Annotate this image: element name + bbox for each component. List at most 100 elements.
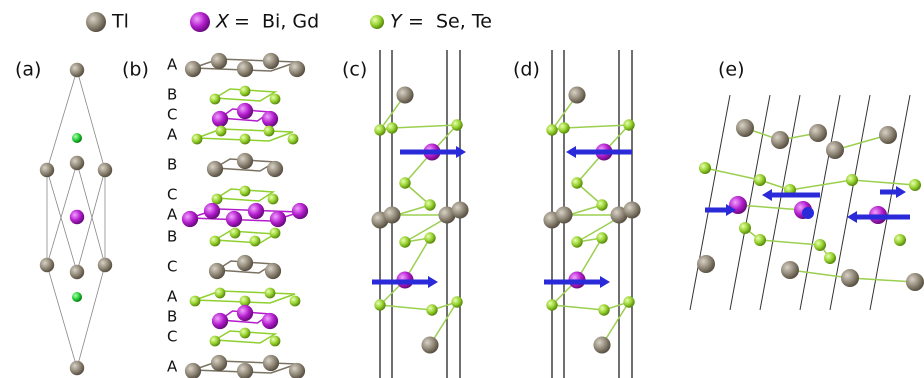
arrow-head: [456, 146, 466, 158]
atom: [70, 265, 84, 279]
atom: [754, 234, 766, 246]
atom: [270, 211, 286, 227]
stacking-label: B: [167, 156, 177, 174]
atom: [212, 194, 223, 205]
atom: [824, 252, 836, 264]
atom: [386, 122, 397, 133]
legend-tl: Tl: [111, 11, 129, 33]
atom: [771, 131, 789, 149]
atom: [374, 299, 385, 310]
atom: [265, 263, 281, 279]
atom: [98, 258, 112, 272]
atom: [558, 122, 569, 133]
atom: [623, 201, 640, 218]
atom: [263, 355, 279, 371]
atom: [190, 296, 201, 307]
atom: [596, 199, 607, 210]
bond: [760, 240, 820, 245]
figure: Tl X = Bi, Gd Y = Se, Te (a)(b)(c)(d)(e)…: [0, 0, 924, 378]
atom: [894, 234, 906, 246]
atom: [185, 61, 201, 77]
atom: [399, 236, 410, 247]
atom: [40, 258, 54, 272]
atom: [267, 161, 283, 177]
legend-y-text: = Se, Te: [408, 11, 492, 33]
atom: [237, 255, 253, 271]
atom: [72, 133, 82, 143]
atom: [250, 236, 261, 247]
atom: [237, 61, 253, 77]
atom: [240, 328, 251, 339]
panel-label: (a): [15, 59, 41, 81]
legend-x-symbol: X: [215, 11, 230, 33]
panel-label: (c): [342, 59, 367, 81]
tl-icon: [86, 12, 106, 32]
stacking-label: B: [167, 308, 177, 326]
atom: [426, 304, 437, 315]
atom: [292, 203, 308, 219]
bond: [790, 180, 852, 190]
stacking-label: C: [167, 186, 177, 204]
stacking-label: A: [167, 126, 178, 144]
atom: [593, 336, 610, 353]
atom: [216, 126, 227, 137]
stacking-label: A: [167, 206, 178, 224]
atom: [211, 53, 227, 69]
atom: [212, 313, 228, 329]
atom: [451, 119, 462, 130]
arrow-head: [566, 146, 576, 158]
stacking-label: A: [167, 288, 178, 306]
arrow-head: [428, 276, 438, 288]
bond: [77, 70, 105, 170]
atom: [598, 304, 609, 315]
y-icon: [370, 15, 384, 29]
atom: [555, 206, 572, 223]
atom: [204, 203, 220, 219]
atom: [72, 292, 82, 302]
atom: [699, 162, 711, 174]
atom: [270, 228, 281, 239]
stacking-label: C: [167, 106, 177, 124]
atom: [262, 111, 278, 127]
atom: [596, 232, 607, 243]
atom: [215, 288, 226, 299]
atom: [623, 296, 634, 307]
atom: [754, 174, 766, 186]
stacking-label: B: [167, 86, 177, 104]
atom: [70, 63, 84, 77]
x-icon: [190, 12, 210, 32]
atom: [399, 177, 410, 188]
legend-x-text: = Bi, Gd: [234, 11, 319, 33]
atom: [262, 313, 278, 329]
atom: [237, 153, 253, 169]
atom: [210, 336, 221, 347]
arrow-head: [896, 186, 906, 198]
atom: [424, 199, 435, 210]
atom: [264, 126, 275, 137]
atom: [289, 363, 305, 378]
bond: [790, 270, 850, 278]
atom: [240, 86, 251, 97]
atom: [571, 177, 582, 188]
atom: [226, 211, 242, 227]
atom: [739, 222, 751, 234]
bond: [47, 265, 77, 368]
bond: [850, 278, 915, 282]
atom: [781, 261, 799, 279]
bond: [705, 168, 760, 180]
legend: Tl X = Bi, Gd Y = Se, Te: [86, 11, 492, 33]
legend-y-symbol: Y: [390, 11, 403, 33]
atom: [263, 53, 279, 69]
atom: [70, 156, 84, 170]
stacking-label: C: [167, 258, 177, 276]
arrow-tip: [802, 207, 814, 219]
atom: [451, 201, 468, 218]
atom: [240, 296, 251, 307]
atom: [697, 255, 715, 273]
atom: [212, 111, 228, 127]
bond: [380, 305, 432, 310]
atom: [240, 186, 251, 197]
atom: [290, 296, 301, 307]
panel-label: (b): [122, 59, 149, 81]
atom: [209, 263, 225, 279]
